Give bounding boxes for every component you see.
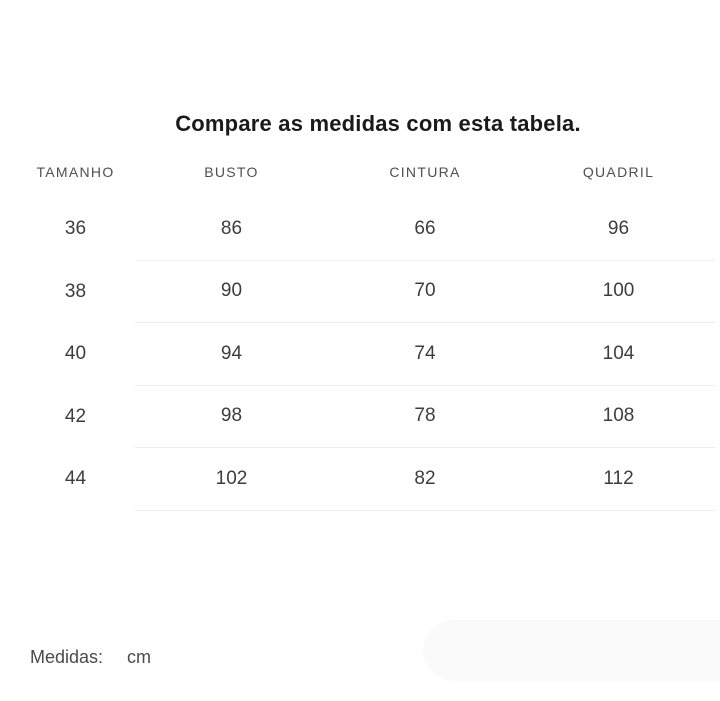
column-header-quadril: QUADRIL [582,163,655,180]
column-header-tamanho: TAMANHO [36,163,115,180]
table-cell-waist: 66 [328,198,522,261]
table-cell-hip: 108 [522,386,715,448]
table-cell-waist: 70 [328,261,522,323]
table-cell-bust: 94 [135,323,328,386]
table-cell-hip: 96 [522,198,715,261]
table-cell-bust: 102 [135,448,328,511]
table-cell-size: 38 [64,280,87,302]
table-cell-bust: 98 [135,386,328,448]
table-cell-size: 44 [64,468,87,490]
page-title: Compare as medidas com esta tabela. [175,111,581,136]
table-cell-size: 40 [64,343,87,365]
measurement-label: Medidas: [30,647,104,667]
faint-pill-shape [423,620,720,681]
column-header-cintura: CINTURA [389,163,461,180]
column-header-busto: BUSTO [204,163,259,180]
table-cell-size: 42 [64,405,87,427]
size-table: TAMANHO BUSTO CINTURA QUADRIL 36 86 66 9… [16,145,715,511]
table-cell-hip: 100 [522,261,715,323]
table-cell-hip: 104 [522,323,715,386]
table-cell-waist: 82 [328,448,522,511]
table-cell-waist: 74 [328,323,522,386]
measurement-unit: cm [127,647,152,667]
table-cell-bust: 90 [135,261,328,323]
table-cell-bust: 86 [135,198,328,261]
measurement-unit-line: Medidas: cm [30,646,151,668]
table-cell-waist: 78 [328,386,522,448]
table-cell-hip: 112 [522,448,715,511]
table-cell-size: 36 [64,218,87,240]
